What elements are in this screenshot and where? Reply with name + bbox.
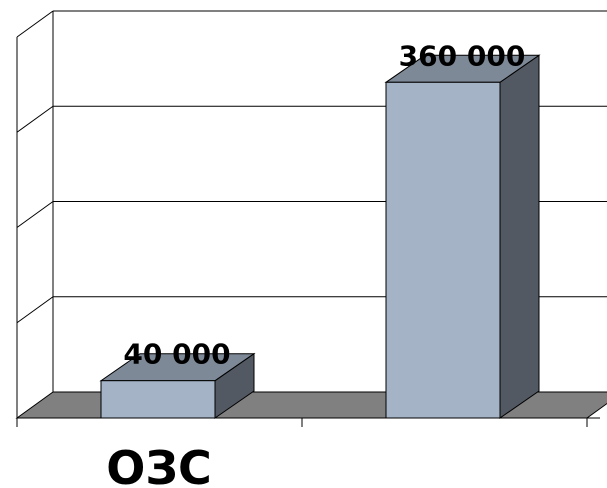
side-wall-top-edge [16,10,54,38]
gridline-side [16,105,54,133]
bar-1 [99,352,256,419]
data-label: 360 000 [399,39,526,72]
chart-bars [99,54,541,419]
data-label: 40 000 [123,338,230,371]
x-tick-label: ОЗС [106,441,212,488]
chart-labels: 40 000 360 000 ОЗС [106,39,525,488]
bar-side [499,54,540,419]
gridline-side [16,296,54,324]
x-axis [16,417,600,427]
gridline-side [16,201,54,228]
bar-front [100,380,216,419]
bar-2 [384,54,541,419]
bar-front [385,81,501,419]
